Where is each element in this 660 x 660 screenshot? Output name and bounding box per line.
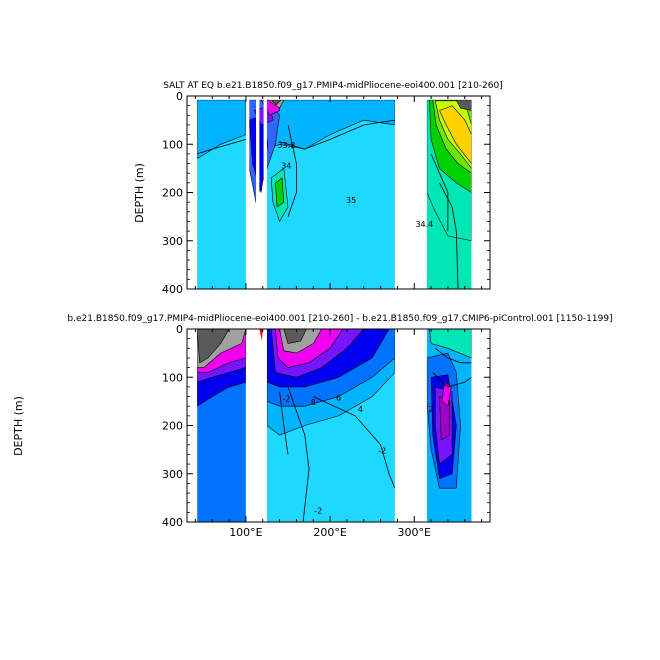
y-tick-label: 200 — [162, 187, 183, 200]
panel-2-contour-labels: -2 8 6 4 -2 -2 2 — [282, 393, 433, 515]
contour-label: 4 — [358, 405, 363, 414]
panel-2-color-fill — [196, 328, 472, 522]
panel-2-y-axis-title: DEPTH (m) — [12, 396, 25, 456]
land-mask — [245, 329, 250, 522]
contour-line — [287, 386, 310, 523]
contour-label: 34.4 — [415, 220, 433, 229]
contour-line — [430, 153, 449, 232]
contour-label: -2 — [282, 394, 290, 403]
contour-line — [279, 391, 289, 455]
contour-label: 35 — [346, 196, 356, 205]
salt-region — [270, 99, 283, 106]
y-tick-label: 300 — [162, 468, 183, 481]
panel-2-contours — [279, 347, 472, 523]
land-mask — [256, 329, 260, 522]
land-mask — [245, 96, 250, 289]
contour-label: 2 — [429, 405, 434, 414]
panel-1-title: SALT AT EQ b.e21.B1850.f09_g17.PMIP4-mid… — [163, 81, 503, 91]
y-tick-label: 0 — [176, 90, 183, 103]
contour-line — [287, 124, 297, 217]
contour-line — [439, 182, 459, 290]
panel-1-axes: 0 100 200 300 400 — [162, 90, 491, 296]
y-tick-label: 400 — [162, 283, 183, 296]
y-tick-label: 400 — [162, 516, 183, 529]
contour-label: 6 — [336, 393, 341, 402]
contour-line — [435, 347, 472, 364]
panel-1-y-axis-title: DEPTH (m) — [133, 163, 146, 223]
panel-2-axes: 0 100 200 300 400 100°E 200°E 300°E — [162, 323, 491, 539]
panel-1-color-fill — [196, 99, 472, 289]
contour-line — [279, 119, 395, 150]
panel-1-plot: 33.8 34 35 34.4 0 100 200 300 400 — [162, 90, 491, 296]
contour-label: 34 — [281, 161, 291, 170]
x-tick-label: 200°E — [313, 526, 346, 539]
contour-label: -2 — [378, 446, 386, 455]
y-tick-label: 100 — [162, 138, 183, 151]
land-mask — [256, 96, 260, 289]
contour-line — [313, 396, 396, 489]
land-mask — [263, 96, 267, 289]
y-tick-label: 200 — [162, 420, 183, 433]
anomaly-spot — [259, 329, 263, 342]
y-tick-label: 0 — [176, 323, 183, 336]
x-tick-label: 100°E — [229, 526, 262, 539]
land-mask — [394, 96, 427, 289]
panel-1-contours — [196, 119, 459, 290]
land-mask — [263, 329, 267, 522]
contour-line — [196, 139, 247, 155]
contour-line — [432, 372, 472, 388]
y-tick-label: 100 — [162, 371, 183, 384]
salt-region — [275, 177, 285, 208]
land-mask — [394, 329, 427, 522]
panel-2-plot: -2 8 6 4 -2 -2 2 0 100 200 300 400 100°E 200°E 300°E — [162, 323, 491, 539]
panel-1-contour-labels: 33.8 34 35 34.4 — [277, 141, 433, 229]
contour-label: -2 — [314, 506, 322, 515]
panel-2-title: b.e21.B1850.f09_g17.PMIP4-midPliocene-eo… — [67, 314, 612, 324]
land-mask — [197, 96, 490, 100]
contour-label: 8 — [311, 398, 316, 407]
y-tick-label: 300 — [162, 235, 183, 248]
contour-label: 33.8 — [277, 141, 295, 150]
anomaly-region — [441, 381, 452, 407]
x-tick-label: 300°E — [398, 526, 431, 539]
